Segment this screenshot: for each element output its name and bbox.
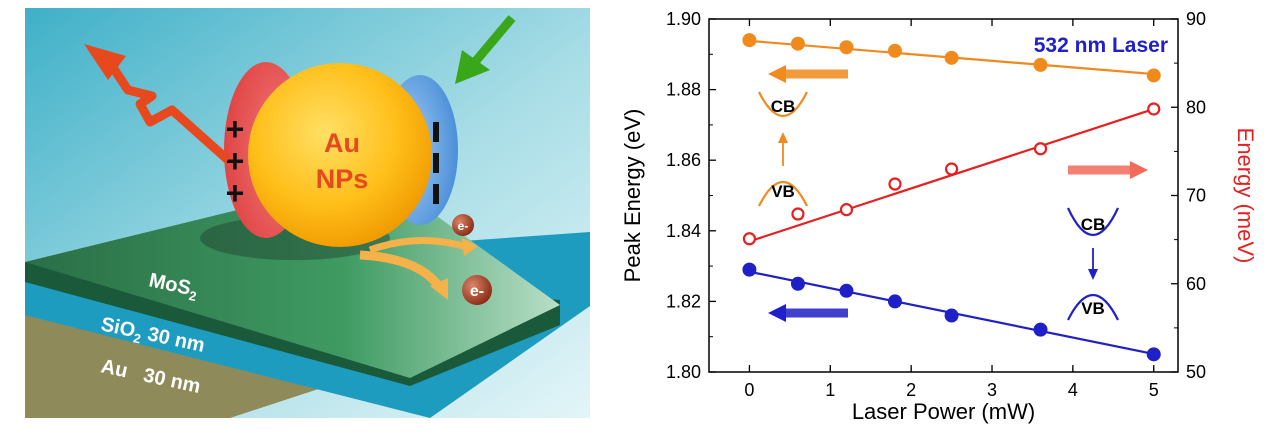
np-label-line2: NPs <box>316 164 369 194</box>
electron-small-label: e- <box>458 219 469 233</box>
y-left-tick-label: 1.90 <box>666 9 701 29</box>
mos2-layer <box>25 175 560 378</box>
laser-label: 532 nm Laser <box>1034 34 1168 57</box>
x-tick-label: 4 <box>1068 380 1078 400</box>
data-point-series-2 <box>888 177 902 191</box>
orange-cb-label: CB <box>771 97 796 116</box>
x-tick-label: 2 <box>906 380 916 400</box>
blue-cb-curve <box>1067 207 1119 237</box>
orange-cb-curve <box>758 91 808 118</box>
electron-large <box>462 275 492 305</box>
data-point-series-0 <box>839 40 854 55</box>
data-point-series-1 <box>944 308 959 323</box>
blue-vb-curve <box>1067 293 1119 321</box>
y-left-tick-label: 1.84 <box>666 221 701 241</box>
data-point-series-2 <box>944 162 959 176</box>
x-tick-label: 1 <box>825 380 835 400</box>
electron-small <box>452 214 474 236</box>
x-tick-label: 0 <box>744 380 754 400</box>
data-point-series-1 <box>887 294 902 309</box>
data-point-series-1 <box>742 262 757 277</box>
data-point-series-0 <box>1033 57 1048 72</box>
data-point-series-0 <box>887 43 902 58</box>
outgoing-emission-arrow-icon <box>84 44 231 164</box>
data-point-series-0 <box>944 50 959 65</box>
y-left-tick-label: 1.86 <box>666 150 701 170</box>
data-point-series-1 <box>1033 322 1048 337</box>
y-right-tick-label: 70 <box>1186 186 1206 206</box>
data-point-series-1 <box>839 283 854 298</box>
x-tick-label: 5 <box>1149 380 1159 400</box>
y-right-tick-label: 60 <box>1186 274 1206 294</box>
y-right-tick-label: 80 <box>1186 97 1206 117</box>
au-nanoparticle <box>248 63 432 247</box>
data-point-series-1 <box>1146 347 1161 362</box>
blue-transition-arrowhead <box>1088 269 1098 280</box>
y-left-tick-label: 1.82 <box>666 291 701 311</box>
peak-energy-chart: 0 1 2 3 4 5 1.80 1.82 1.84 1.86 1.88 1.90 50 60 70 80 90… <box>620 9 1258 424</box>
plus-sign-3: + <box>226 175 245 211</box>
minus-sign-3 <box>433 184 439 204</box>
y-right-tick-label: 50 <box>1186 362 1206 382</box>
data-point-series-0 <box>742 33 757 48</box>
schematic-illustration: Au NPs + + + e- e- MoS2 SiO2 30 nm Au 30 … <box>25 8 590 418</box>
blue-left-arrow-icon-head <box>768 304 786 322</box>
data-point-series-2 <box>1033 142 1048 156</box>
y-left-tick-label: 1.80 <box>666 362 701 382</box>
x-tick-label: 3 <box>987 380 997 400</box>
incoming-excitation-arrow-icon <box>455 15 516 84</box>
orange-vb-label: VB <box>771 182 795 201</box>
y-left-tick-label: 1.88 <box>666 80 701 100</box>
y-right-tick-label: 90 <box>1186 9 1206 29</box>
data-point-series-2 <box>791 207 805 221</box>
data-point-series-2 <box>1147 102 1161 116</box>
minus-sign-2 <box>433 153 439 173</box>
x-axis-label: Laser Power (mW) <box>852 399 1035 424</box>
orange-left-arrow-icon-head <box>768 65 786 83</box>
blue-cb-label: CB <box>1081 215 1106 234</box>
plus-sign-2: + <box>226 143 245 179</box>
y-left-axis-label: Peak Energy (eV) <box>620 109 645 283</box>
plus-sign-1: + <box>226 111 245 147</box>
data-point-series-2 <box>742 232 757 246</box>
electron-transfer-arrow-icon <box>359 236 478 300</box>
data-point-series-0 <box>1146 68 1161 83</box>
orange-transition-arrowhead <box>778 132 788 143</box>
data-point-series-0 <box>790 36 805 51</box>
y-right-axis-label: Energy (meV) <box>1233 128 1258 264</box>
data-point-series-2 <box>839 203 854 217</box>
electron-large-label: e- <box>470 283 484 300</box>
blue-vb-label: VB <box>1081 299 1105 318</box>
red-right-arrow-icon-head <box>1130 161 1148 179</box>
data-point-series-1 <box>790 276 805 291</box>
orange-vb-curve <box>758 180 808 207</box>
minus-sign-1 <box>433 122 439 142</box>
np-label-line1: Au <box>324 128 360 158</box>
